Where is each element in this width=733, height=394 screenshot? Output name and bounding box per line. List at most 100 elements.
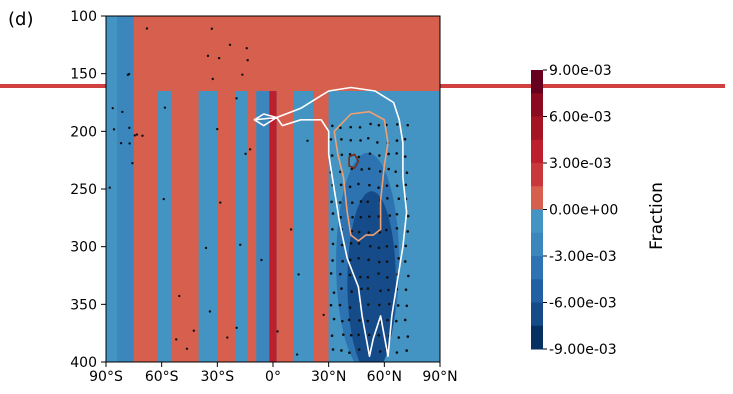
stipple-dot	[405, 349, 409, 352]
stipple-dot	[128, 126, 131, 130]
stipple-dot	[397, 197, 401, 201]
colorbar-tick-label: 9.00e-03	[549, 63, 612, 79]
stipple-dot	[350, 229, 354, 233]
stipple-dot	[366, 200, 369, 204]
field-column	[256, 16, 270, 362]
y-tick-label: 150	[70, 67, 97, 83]
colorbar-segment	[531, 279, 543, 303]
stipple-dot	[347, 318, 351, 322]
stipple-dot	[119, 141, 123, 145]
stipple-dot	[131, 161, 134, 165]
stipple-dot	[348, 306, 352, 309]
x-tick-label: 60°S	[145, 369, 179, 385]
stipple-dot	[332, 291, 336, 294]
stipple-dot	[367, 303, 370, 306]
stipple-dot	[306, 139, 309, 142]
colorbar-label: Fraction	[647, 182, 667, 250]
stipple-dot	[163, 106, 167, 109]
x-tick-label: 0°	[265, 369, 281, 385]
contour-layer	[253, 86, 408, 357]
stipple-dot	[377, 272, 380, 275]
stipple-dot	[178, 294, 181, 298]
stipple-dot	[350, 201, 354, 204]
stipple-layer	[108, 27, 410, 356]
stipple-dot	[367, 231, 371, 234]
field-column	[117, 16, 134, 362]
stipple-dot	[349, 242, 353, 245]
stipple-dot	[162, 197, 165, 201]
stipple-dot	[385, 184, 389, 187]
stipple-dot	[331, 259, 334, 262]
stipple-dot	[349, 138, 353, 142]
stipple-dot	[260, 258, 263, 262]
stipple-dot	[359, 139, 362, 142]
colorbar: 9.00e-03 6.00e-03 3.00e-03 0.00e+00 -3.00e-0…	[531, 63, 618, 358]
stipple-dot	[357, 242, 361, 245]
y-tick-label: 400	[70, 355, 97, 371]
stipple-dot	[135, 133, 139, 136]
x-tick-label: 60°N	[367, 369, 402, 385]
stipple-dot	[378, 170, 382, 173]
stipple-dot	[404, 288, 408, 292]
stipple-dot	[228, 43, 232, 47]
stipple-dot	[357, 333, 360, 337]
stipple-dot	[359, 200, 363, 203]
stipple-dot	[185, 347, 189, 350]
stipple-dot	[405, 171, 409, 174]
stipple-dot	[366, 275, 370, 279]
stipple-dot	[206, 54, 210, 58]
stipple-dot	[406, 214, 410, 218]
stipple-dot	[406, 230, 409, 233]
stipple-dot	[377, 215, 381, 218]
stipple-dot	[246, 59, 249, 62]
contour-line	[253, 86, 408, 357]
stipple-dot	[378, 154, 381, 157]
panel-label: (d)	[8, 9, 33, 30]
stipple-dot	[378, 231, 382, 234]
stipple-dot	[339, 126, 342, 130]
stipple-dot	[407, 274, 410, 278]
x-axis: 90°S 60°S 30°S 0° 30°N 60°N 90°N	[89, 362, 458, 385]
field-column	[106, 16, 118, 362]
stipple-dot	[235, 326, 238, 330]
field-column	[276, 16, 294, 362]
field-column	[157, 16, 171, 362]
stipple-dot	[339, 272, 342, 276]
stipple-dot	[217, 56, 221, 60]
stipple-dot	[366, 319, 370, 323]
stipple-dot	[350, 167, 354, 171]
field-column	[269, 16, 277, 362]
stipple-dot	[377, 260, 381, 264]
stipple-dot	[403, 260, 407, 263]
stipple-dot	[386, 197, 389, 200]
stipple-dot	[338, 201, 342, 204]
stipple-dot	[368, 152, 372, 155]
stipple-dot	[395, 184, 399, 188]
stipple-dot	[208, 310, 212, 313]
colorbar-segment	[531, 325, 543, 350]
stipple-dot	[394, 245, 398, 248]
y-tick-label: 250	[70, 182, 97, 198]
stipple-dot	[368, 183, 371, 187]
stipple-dot	[405, 304, 409, 308]
stipple-dot	[239, 243, 242, 246]
stipple-dot	[395, 319, 398, 323]
stipple-dot	[210, 27, 214, 30]
stipple-dot	[395, 212, 399, 216]
stipple-dot	[226, 336, 229, 339]
colorbar-segment	[531, 163, 543, 187]
stipple-dot	[340, 349, 343, 352]
y-tick-label: 300	[70, 240, 97, 256]
stipple-dot	[358, 125, 362, 129]
stipple-dot	[121, 110, 124, 114]
colorbar-segment	[531, 186, 543, 210]
stipple-dot	[348, 153, 352, 156]
stipple-dot	[175, 338, 178, 341]
stipple-dot	[112, 128, 116, 131]
stipple-dot	[340, 287, 343, 290]
field-column	[247, 16, 257, 362]
stipple-dot	[367, 333, 371, 337]
stipple-dot	[330, 154, 334, 157]
stipple-dot	[357, 155, 361, 159]
